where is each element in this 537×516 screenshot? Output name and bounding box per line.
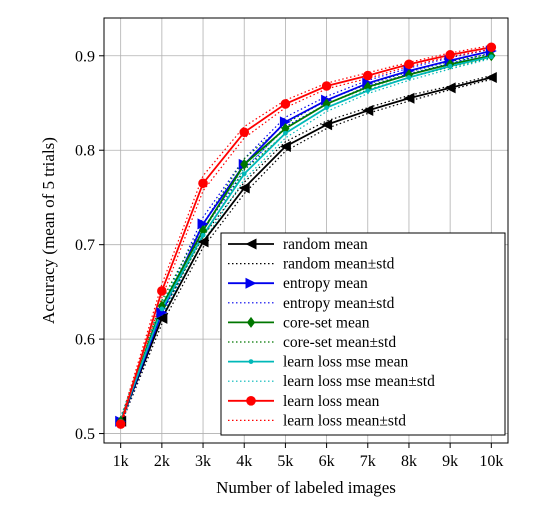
- x-tick-label: 5k: [277, 453, 293, 470]
- x-tick-label: 8k: [401, 453, 417, 470]
- data-point: [283, 130, 288, 136]
- data-point: [362, 105, 374, 117]
- data-point: [321, 81, 332, 91]
- std-lower-line: [120, 78, 492, 426]
- data-point: [445, 50, 455, 60]
- x-tick-label: 2k: [154, 453, 170, 470]
- x-tick-label: 9k: [442, 453, 458, 470]
- x-tick-label: 4k: [236, 453, 252, 470]
- series-line: [119, 55, 492, 422]
- x-tick-label: 1k: [113, 453, 129, 470]
- data-point: [362, 70, 373, 81]
- legend: random mean random mean±std entropy mean en…: [220, 232, 506, 436]
- std-lower-line: [120, 52, 492, 426]
- data-point: [280, 99, 291, 109]
- legend-label: entropy mean±std: [283, 295, 395, 312]
- legend-label: learn loss mean±std: [283, 412, 406, 429]
- data-point: [488, 54, 494, 60]
- data-point: [486, 42, 497, 53]
- data-point: [404, 59, 414, 70]
- data-point: [238, 182, 250, 194]
- legend-marker-swatch: [246, 396, 256, 406]
- x-tick-label: 10k: [479, 453, 503, 470]
- y-tick-label: 0.9: [75, 48, 95, 65]
- data-point: [240, 158, 249, 170]
- data-point: [200, 232, 206, 238]
- data-point: [485, 72, 497, 83]
- series-lines: [119, 46, 492, 425]
- x-tick-label: 3k: [195, 453, 211, 470]
- legend-marker-swatch: [245, 277, 257, 289]
- data-point: [406, 75, 412, 80]
- data-point: [444, 82, 456, 94]
- x-axis-label: Number of labeled images: [216, 478, 396, 497]
- legend-label: entropy mean: [283, 275, 368, 292]
- data-point: [403, 92, 415, 104]
- std-lower-line: [120, 48, 492, 429]
- std-upper-line: [120, 48, 492, 418]
- data-point: [115, 419, 126, 429]
- data-point: [321, 119, 333, 131]
- y-axis-label: Accuracy (mean of 5 trials): [39, 137, 58, 324]
- data-point: [156, 312, 168, 324]
- legend-label: random mean±std: [283, 256, 395, 273]
- y-tick-label: 0.7: [75, 237, 95, 254]
- data-point: [241, 171, 247, 177]
- legend-marker-swatch: [245, 238, 257, 250]
- plot-frame: [103, 17, 509, 444]
- data-point: [198, 225, 208, 236]
- data-point: [447, 63, 453, 69]
- axis-ticks: 1k 2k 3k 4k 5k 6k 7k 8k 9k 10k 0.5 0.6 0.7 0.8 0.9: [75, 48, 503, 470]
- legend-label: learn loss mean: [283, 393, 380, 410]
- data-point: [197, 218, 209, 230]
- y-tick-label: 0.8: [75, 143, 95, 160]
- series-line: [119, 76, 492, 422]
- data-point: [279, 140, 291, 152]
- data-point: [198, 178, 208, 189]
- legend-label: learn loss mse mean±std: [283, 373, 435, 390]
- std-upper-line: [120, 44, 492, 421]
- data-point: [279, 116, 291, 128]
- legend-marker-swatch: [248, 359, 254, 364]
- series-line: [119, 54, 492, 422]
- data-point: [197, 236, 209, 248]
- series-markers: [115, 42, 497, 429]
- x-tick-label: 6k: [319, 453, 335, 470]
- data-point: [159, 306, 165, 312]
- data-point: [156, 307, 168, 319]
- data-point: [281, 123, 290, 134]
- data-point: [239, 127, 250, 138]
- legend-marker-swatch: [246, 316, 256, 328]
- y-tick-label: 0.6: [75, 332, 95, 349]
- std-upper-line: [120, 75, 492, 418]
- legend-label: learn loss mse mean: [283, 354, 409, 371]
- legend-label: core-set mean: [283, 314, 370, 331]
- legend-label: core-set mean±std: [283, 334, 396, 351]
- data-point: [157, 286, 167, 296]
- data-point: [365, 88, 371, 94]
- data-point: [324, 105, 329, 111]
- legend-label: random mean: [283, 236, 368, 253]
- series-line: [119, 46, 492, 425]
- std-lower-line: [120, 58, 492, 426]
- x-tick-label: 7k: [360, 453, 376, 470]
- y-tick-label: 0.5: [75, 426, 95, 443]
